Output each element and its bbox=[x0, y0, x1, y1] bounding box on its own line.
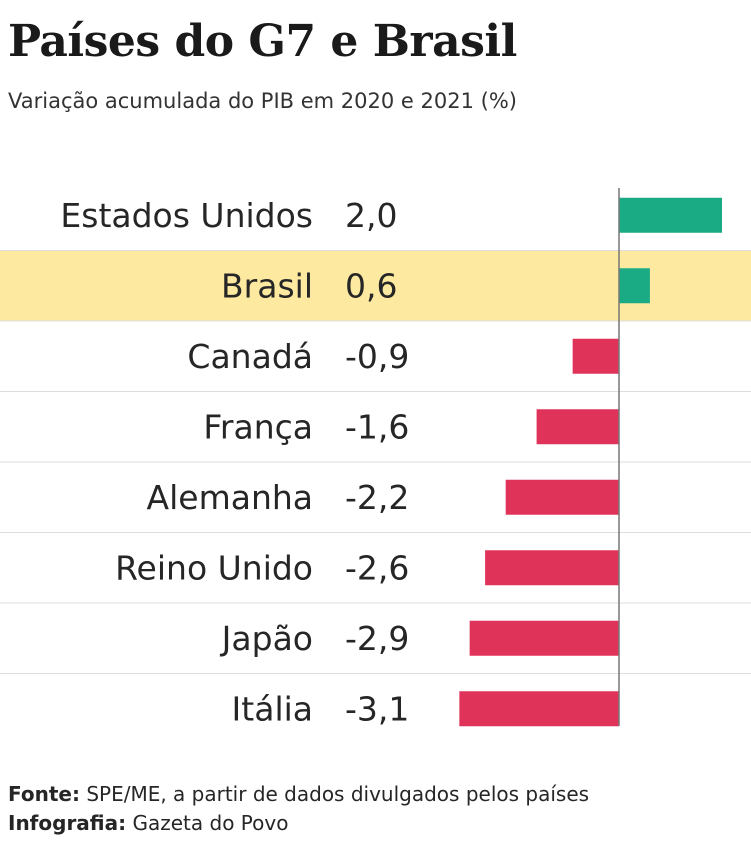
bar bbox=[459, 691, 619, 727]
bar bbox=[619, 268, 650, 304]
value-label: -1,6 bbox=[345, 407, 409, 446]
bar bbox=[572, 338, 619, 374]
bar bbox=[619, 197, 722, 233]
value-label: -3,1 bbox=[345, 689, 409, 728]
bar bbox=[536, 409, 619, 445]
footer: Fonte: SPE/ME, a partir de dados divulga… bbox=[8, 780, 589, 838]
value-label: -2,9 bbox=[345, 619, 409, 658]
bar bbox=[485, 550, 619, 586]
value-label: -2,6 bbox=[345, 548, 409, 587]
value-label: 2,0 bbox=[345, 196, 397, 235]
category-label: França bbox=[203, 407, 313, 446]
credit-text: Gazeta do Povo bbox=[132, 811, 289, 835]
category-label: Alemanha bbox=[147, 478, 313, 517]
value-label: -0,9 bbox=[345, 337, 409, 376]
chart-subtitle: Variação acumulada do PIB em 2020 e 2021… bbox=[8, 89, 517, 113]
source-text: SPE/ME, a partir de dados divulgados pel… bbox=[86, 782, 590, 806]
category-label: Estados Unidos bbox=[60, 196, 313, 235]
source-line: Fonte: SPE/ME, a partir de dados divulga… bbox=[8, 780, 589, 809]
credit-label: Infografia: bbox=[8, 811, 127, 835]
credit-line: Infografia: Gazeta do Povo bbox=[8, 809, 589, 838]
category-label: Reino Unido bbox=[115, 548, 313, 587]
category-label: Itália bbox=[232, 689, 313, 728]
value-label: -2,2 bbox=[345, 478, 409, 517]
category-label: Canadá bbox=[187, 337, 313, 376]
source-label: Fonte: bbox=[8, 782, 80, 806]
category-label: Japão bbox=[220, 619, 313, 658]
chart-title: Países do G7 e Brasil bbox=[8, 16, 517, 67]
category-label: Brasil bbox=[221, 266, 313, 305]
bar bbox=[505, 479, 619, 515]
bar bbox=[469, 620, 619, 656]
value-label: 0,6 bbox=[345, 266, 397, 305]
bar-chart: Estados Unidos 2,0 Brasil 0,6 Canadá -0,9 Fran… bbox=[0, 188, 751, 728]
